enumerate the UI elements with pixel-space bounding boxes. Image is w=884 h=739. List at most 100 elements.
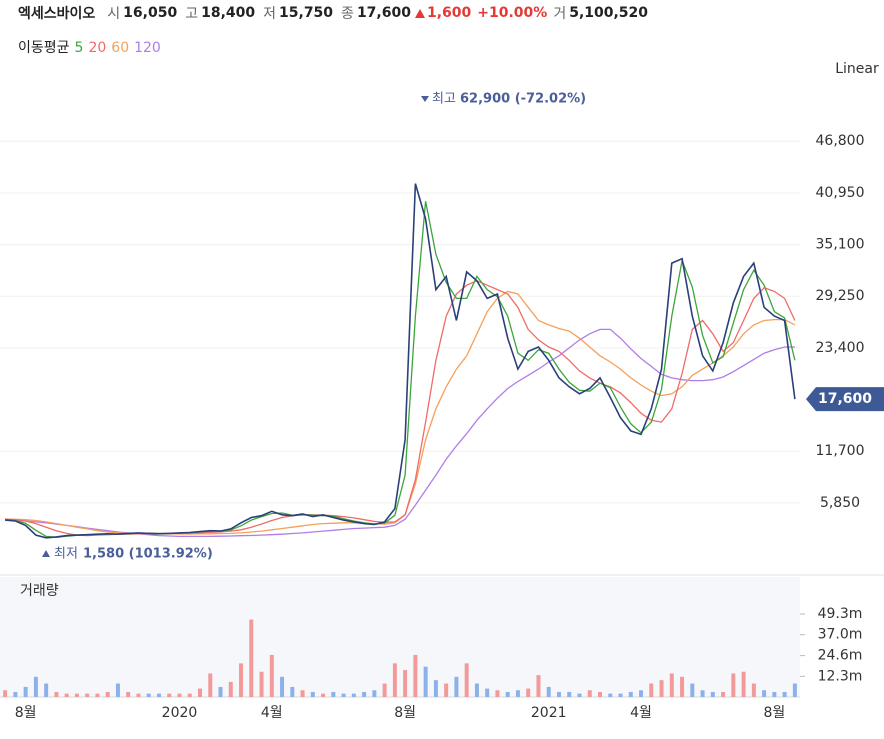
y-tick-label: 49.3m bbox=[818, 606, 863, 622]
quote-value: 18,400 bbox=[201, 5, 256, 21]
low-marker bbox=[42, 550, 50, 557]
legend-item: 5 bbox=[74, 40, 84, 56]
high-marker bbox=[421, 96, 429, 102]
x-tick-label: 8월 bbox=[394, 705, 416, 721]
quote-value: 17,600 bbox=[356, 5, 411, 21]
volume-value: 5,100,520 bbox=[569, 5, 649, 21]
volume-bar bbox=[218, 686, 223, 697]
volume-bar bbox=[782, 691, 787, 697]
high-label: 최고 bbox=[432, 92, 456, 107]
volume-bar bbox=[413, 654, 418, 697]
volume-bar bbox=[433, 680, 438, 697]
change: 1,600 bbox=[426, 5, 472, 21]
low-text: 1,580 (1013.92%) bbox=[83, 547, 213, 562]
y-tick-label: 5,850 bbox=[820, 495, 860, 511]
volume-bar bbox=[3, 690, 8, 697]
quote-label: 시 bbox=[107, 6, 121, 22]
volume-bar bbox=[546, 686, 551, 697]
volume-bar bbox=[321, 693, 326, 697]
volume-bar bbox=[156, 693, 161, 697]
volume-bar bbox=[146, 693, 151, 697]
volume-bar bbox=[228, 681, 233, 697]
volume-bar bbox=[618, 693, 623, 697]
legend-items: 5 20 60 120 bbox=[75, 40, 166, 56]
change-pct: +10.00% bbox=[477, 5, 548, 21]
quote-value: 15,750 bbox=[279, 5, 334, 21]
y-tick-label: 23,400 bbox=[816, 340, 865, 356]
volume-bar bbox=[485, 688, 490, 697]
volume-bar bbox=[85, 693, 90, 697]
volume-bar bbox=[454, 676, 459, 697]
y-tick-label: 12.3m bbox=[818, 668, 863, 684]
volume-bar bbox=[444, 683, 449, 697]
low-label: 최저 bbox=[54, 547, 78, 562]
volume-bar bbox=[495, 690, 500, 697]
volume-bar bbox=[187, 693, 192, 697]
volume-panel bbox=[0, 577, 800, 697]
volume-bar bbox=[280, 676, 285, 697]
y-tick-label: 29,250 bbox=[816, 288, 865, 304]
volume-bar bbox=[126, 691, 131, 697]
volume-bar bbox=[44, 683, 49, 697]
volume-bar bbox=[95, 693, 100, 697]
volume-bar bbox=[598, 691, 602, 697]
volume-bar bbox=[115, 683, 120, 697]
legend-item: 20 bbox=[88, 40, 107, 56]
volume-bar bbox=[628, 691, 633, 697]
volume-bar bbox=[290, 686, 295, 697]
volume-bar bbox=[208, 673, 213, 697]
volume-bar bbox=[177, 693, 182, 697]
volume-label: 거 bbox=[553, 6, 567, 22]
stock-name: 엑세스바이오 bbox=[18, 6, 96, 22]
volume-bar bbox=[751, 683, 756, 697]
x-tick-label: 4월 bbox=[261, 705, 283, 721]
volume-bar bbox=[741, 671, 746, 697]
volume-bar bbox=[13, 691, 18, 697]
legend-item: 120 bbox=[134, 40, 161, 56]
volume-bar bbox=[792, 683, 797, 697]
volume-bar bbox=[474, 683, 479, 697]
quote-label: 고 bbox=[185, 6, 199, 22]
volume-bar bbox=[505, 691, 510, 697]
volume-title: 거래량 bbox=[20, 583, 59, 599]
volume-bar bbox=[198, 688, 202, 697]
scale-label: Linear bbox=[835, 61, 879, 77]
quote-value: 16,050 bbox=[123, 5, 178, 21]
volume-bar bbox=[690, 683, 695, 697]
volume-bar bbox=[639, 690, 644, 697]
volume-bar bbox=[259, 671, 264, 697]
volume-bar bbox=[310, 691, 315, 697]
volume-bar bbox=[136, 693, 141, 697]
x-tick-label: 4월 bbox=[630, 705, 652, 721]
volume-bar bbox=[762, 690, 767, 697]
volume-bar bbox=[731, 673, 736, 697]
volume-bar bbox=[362, 691, 367, 697]
ma-legend: 이동평균 5 20 60 120 bbox=[18, 37, 171, 57]
ma-line bbox=[5, 201, 796, 538]
ma-line bbox=[5, 328, 795, 538]
high-text: 62,900 (-72.02%) bbox=[460, 92, 586, 107]
last-price-label: 17,600 bbox=[818, 391, 872, 407]
quote-label: 저 bbox=[263, 6, 277, 22]
volume-bar bbox=[669, 673, 674, 697]
volume-bar bbox=[556, 691, 561, 697]
legend-title: 이동평균 bbox=[18, 40, 70, 56]
quote-label: 종 bbox=[341, 6, 354, 22]
volume-bar bbox=[649, 683, 654, 697]
y-tick-label: 24.6m bbox=[818, 648, 863, 664]
up-icon bbox=[414, 8, 425, 18]
volume-bar bbox=[700, 690, 705, 697]
volume-bar bbox=[392, 663, 397, 697]
volume-bar bbox=[239, 663, 244, 697]
x-tick-label: 2020 bbox=[162, 705, 198, 721]
volume-bar bbox=[23, 686, 28, 697]
volume-bar bbox=[710, 691, 715, 697]
x-tick-label: 8월 bbox=[15, 705, 37, 721]
volume-bar bbox=[54, 691, 59, 697]
volume-bar bbox=[659, 680, 664, 697]
volume-bar bbox=[680, 676, 685, 697]
volume-bar bbox=[403, 670, 408, 697]
x-tick-label: 2021 bbox=[531, 705, 567, 721]
volume-bar bbox=[577, 693, 582, 697]
